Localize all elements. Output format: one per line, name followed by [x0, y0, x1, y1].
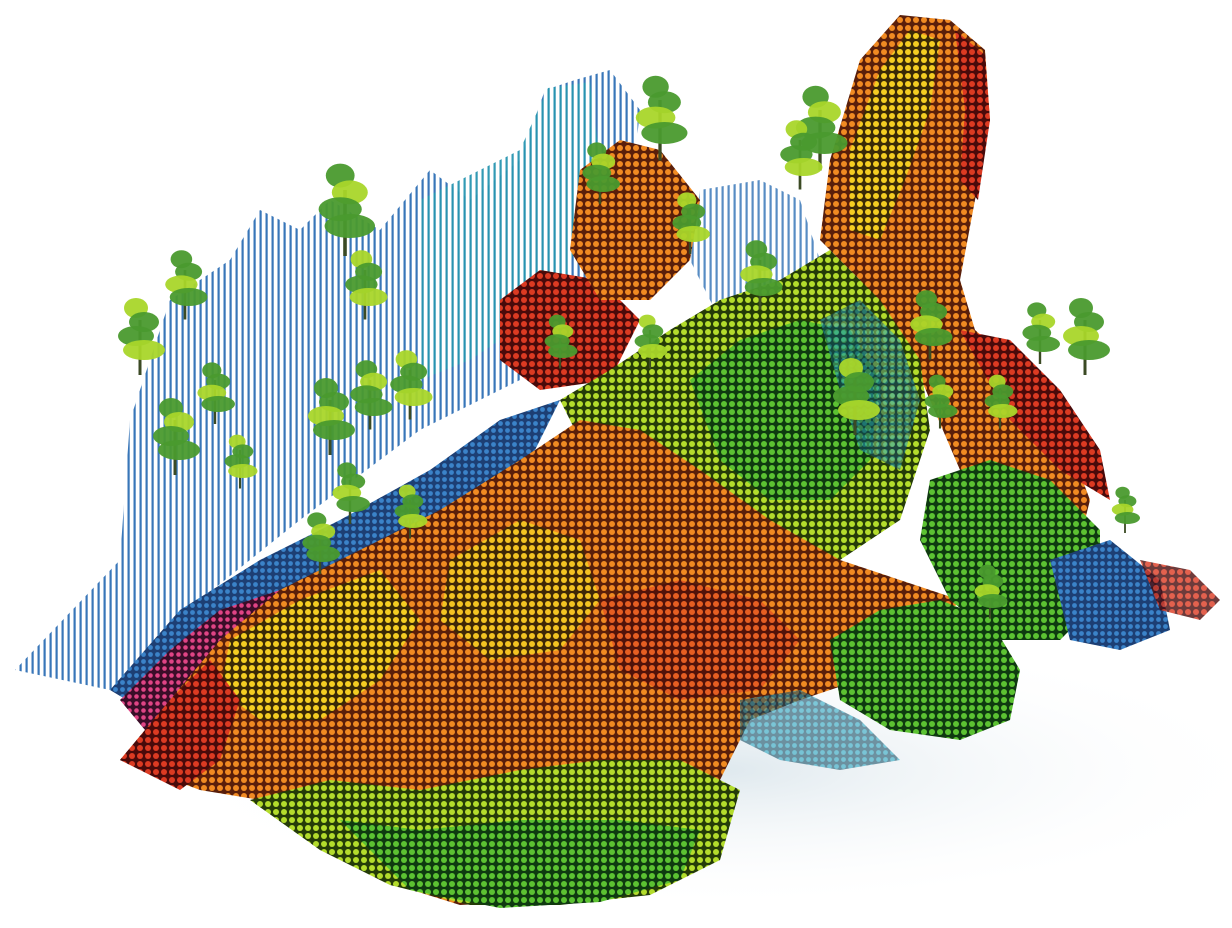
- tree-icon: [780, 120, 823, 190]
- tree-icon: [1111, 486, 1140, 533]
- tree-icon: [740, 240, 783, 310]
- tree-icon: [318, 163, 375, 256]
- tree-icon: [924, 374, 958, 429]
- tree-icon: [153, 398, 200, 475]
- tree-icon: [197, 362, 235, 424]
- tree-icon: [350, 360, 393, 430]
- tree-icon: [394, 484, 428, 539]
- tree-icon: [672, 192, 710, 254]
- tree-icon: [1063, 298, 1110, 375]
- tree-icon: [833, 358, 880, 435]
- tree-group: [118, 75, 1140, 619]
- tree-icon: [390, 350, 433, 420]
- tree-icon: [332, 462, 371, 524]
- tree-icon: [118, 298, 165, 375]
- tree-icon: [582, 142, 620, 204]
- tree-icon: [635, 75, 688, 161]
- tree-icon: [302, 512, 341, 574]
- tree-icon: [984, 374, 1018, 429]
- tree-icon: [1022, 302, 1060, 364]
- tree-icon: [544, 314, 578, 369]
- tree-icon: [224, 434, 258, 489]
- front-green-rims: [250, 460, 1220, 908]
- tree-icon: [345, 250, 388, 320]
- tree-icon: [910, 290, 953, 360]
- tree-icon: [165, 250, 208, 320]
- tree-icon: [634, 314, 668, 369]
- tree-icon: [308, 378, 355, 455]
- right-cliff: [820, 15, 1110, 540]
- tree-icon: [974, 564, 1008, 619]
